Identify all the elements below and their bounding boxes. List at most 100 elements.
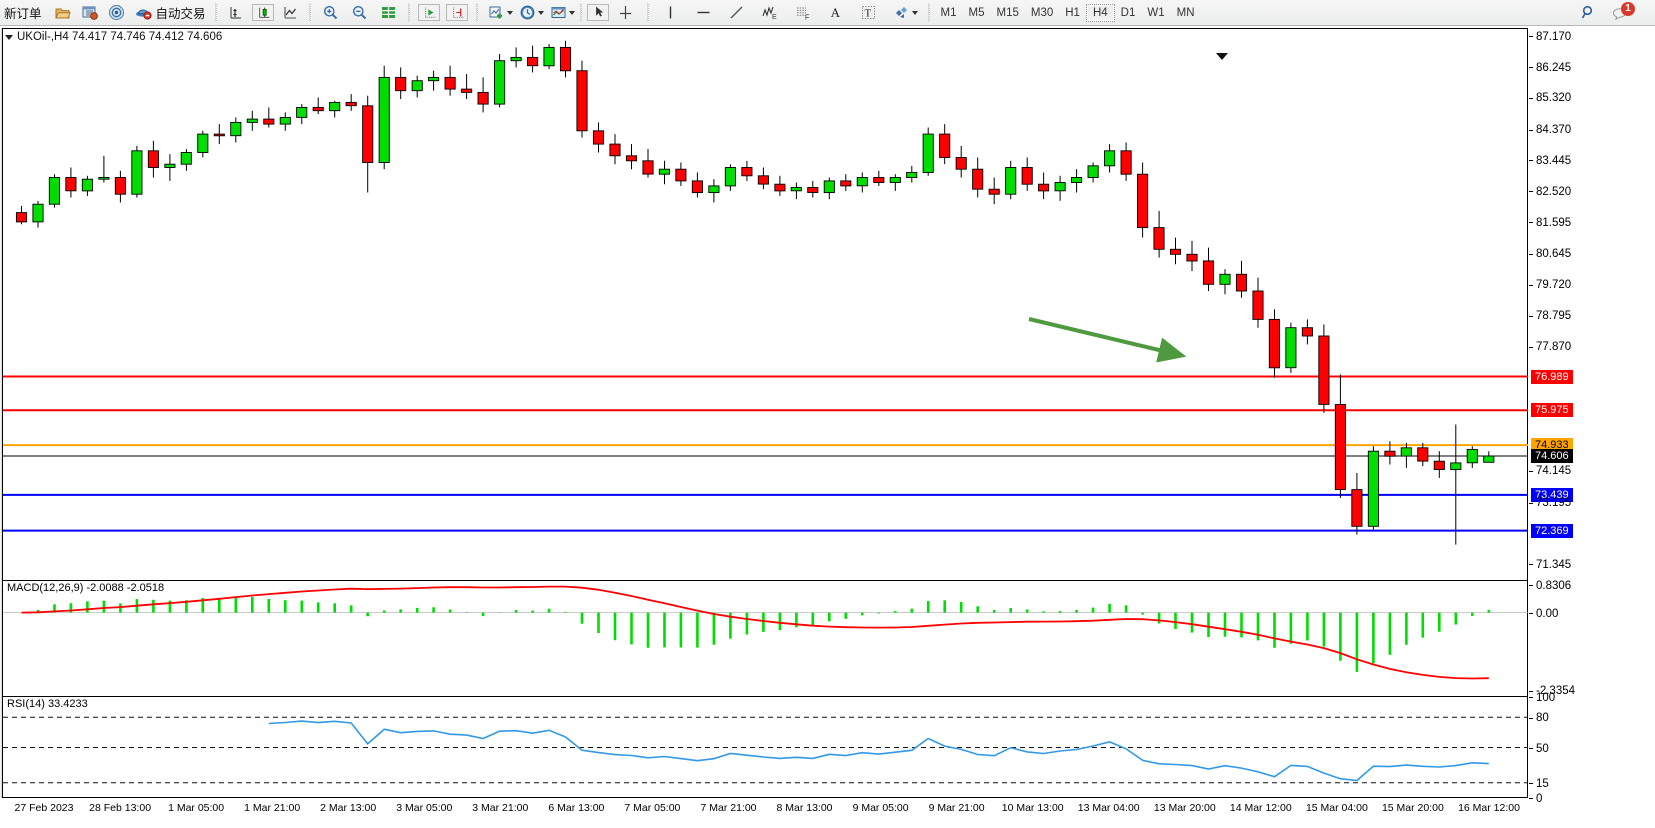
timeframe-m5[interactable]: M5 [968, 6, 985, 19]
fibonacci-icon[interactable]: F [794, 4, 811, 21]
folder-icon[interactable] [54, 4, 71, 21]
templates-icon[interactable] [550, 4, 567, 21]
price-level-label-current-price[interactable]: 74.606 [1531, 449, 1573, 463]
time-axis-tick: 2 Mar 13:00 [320, 802, 377, 814]
rsi-axis-tick: 50 [1529, 743, 1549, 755]
time-axis-tick: 13 Mar 04:00 [1077, 802, 1140, 814]
svg-text:E: E [772, 14, 777, 21]
shift-chart-right-icon[interactable] [417, 4, 440, 21]
price-axis-tick: 85.320 [1529, 92, 1571, 104]
period-clock-icon[interactable] [519, 4, 536, 21]
candlestick-series [3, 40, 1528, 545]
price-axis-tick: 73.195 [1529, 497, 1571, 509]
timeframe-h4[interactable]: H4 [1085, 3, 1115, 22]
trend-line-icon[interactable] [728, 4, 745, 21]
price-level-label-pivot[interactable]: 74.933 [1531, 438, 1573, 453]
time-axis[interactable]: 27 Feb 2023 28 Feb 13:00 1 Mar 05:00 1 Mar … [2, 800, 1528, 818]
price-axis-tick: 87.170 [1529, 31, 1571, 43]
price-axis-tick: 83.445 [1529, 155, 1571, 167]
price-level-label-resistance[interactable]: 76.989 [1531, 369, 1573, 384]
time-axis-tick: 15 Mar 04:00 [1305, 802, 1368, 814]
rsi-pane[interactable]: RSI(14) 33.4233 [3, 696, 1528, 798]
price-axis-tick: 81.595 [1529, 217, 1571, 229]
timeframe-h1[interactable]: H1 [1065, 6, 1080, 19]
timeframe-m30[interactable]: M30 [1030, 6, 1054, 19]
zoom-out-icon[interactable] [351, 4, 368, 21]
search-icon[interactable] [1580, 4, 1597, 21]
timeframe-m15[interactable]: M15 [996, 6, 1019, 19]
new-order-button[interactable]: 新订单 [0, 1, 46, 25]
crosshair-icon[interactable] [617, 4, 634, 21]
toolbar-separator-7 [927, 3, 930, 22]
autotrade-hat-icon[interactable] [135, 4, 152, 21]
time-axis-tick: 15 Mar 20:00 [1381, 802, 1444, 814]
time-axis-tick: 1 Mar 05:00 [168, 802, 225, 814]
price-axis-tick: 79.720 [1529, 279, 1571, 291]
autotrade-button[interactable]: 自动交易 [152, 1, 210, 25]
vertical-line-icon[interactable] [662, 4, 679, 21]
price-axis-tick: 78.795 [1529, 310, 1571, 322]
chart-symbol-label: UKOil-,H4 74.417 74.746 74.412 74.606 [17, 31, 223, 43]
chart-menu-triangle-icon[interactable] [5, 34, 13, 40]
text-label-tool-icon[interactable]: T [860, 4, 877, 21]
toolbar-separator-6 [646, 3, 649, 22]
toolbar-separator-5 [579, 3, 582, 22]
rsi-series [3, 716, 1528, 784]
chart-area[interactable]: UKOil-,H4 74.417 74.746 74.412 74.606 MA… [0, 26, 1655, 828]
time-axis-tick: 3 Mar 05:00 [396, 802, 453, 814]
rsi-axis-tick: 0 [1529, 793, 1542, 805]
price-axis-tick: 82.520 [1529, 186, 1571, 198]
elliott-wave-icon[interactable]: E [761, 4, 778, 21]
price-axis[interactable]: 87.170 86.245 85.320 84.370 83.445 82.520 81.5… [1529, 28, 1653, 805]
new-order-label: 新订单 [4, 7, 42, 21]
time-axis-tick: 16 Mar 12:00 [1458, 802, 1520, 814]
price-axis-tick: 84.370 [1529, 124, 1571, 136]
cursor-arrow-icon[interactable] [586, 4, 609, 21]
timeframe-w1[interactable]: W1 [1147, 6, 1165, 19]
signal-broadcast-icon[interactable] [108, 4, 125, 21]
time-axis-tick: 8 Mar 13:00 [776, 802, 833, 814]
svg-text:A: A [830, 5, 840, 20]
time-axis-tick: 9 Mar 21:00 [928, 802, 985, 814]
auto-scroll-icon[interactable] [445, 4, 468, 21]
autotrade-label: 自动交易 [155, 7, 206, 21]
rsi-axis-tick: 80 [1529, 712, 1549, 724]
text-tool-icon[interactable]: A [827, 4, 844, 21]
price-pane[interactable] [3, 29, 1528, 578]
price-axis-tick: 74.145 [1529, 465, 1571, 477]
notification-badge: 1 [1621, 2, 1635, 16]
price-level-label-resistance[interactable]: 75.975 [1531, 403, 1573, 418]
line-chart-icon[interactable] [282, 4, 299, 21]
timeframe-m1[interactable]: M1 [940, 6, 957, 19]
templates-caret-icon[interactable] [568, 10, 575, 15]
timeframe-d1[interactable]: D1 [1120, 6, 1136, 19]
period-caret-icon[interactable] [537, 10, 544, 15]
price-axis-tick: 71.345 [1529, 559, 1571, 571]
horizontal-line-icon[interactable] [695, 4, 712, 21]
price-level-label-support[interactable]: 72.369 [1531, 523, 1573, 538]
toolbar-separator-2 [308, 3, 311, 22]
chart-symbol-header: UKOil-,H4 74.417 74.746 74.412 74.606 [5, 31, 223, 43]
candlestick-chart-icon[interactable] [251, 4, 274, 21]
time-axis-tick: 7 Mar 21:00 [700, 802, 757, 814]
price-axis-tick: 77.870 [1529, 341, 1571, 353]
macd-pane[interactable]: MACD(12,26,9) -2.0088 -2.0518 [3, 580, 1528, 694]
time-axis-tick: 10 Mar 13:00 [1001, 802, 1064, 814]
shapes-caret-icon[interactable] [911, 10, 918, 15]
macd-axis-tick: 0.8306 [1529, 580, 1571, 592]
zoom-in-icon[interactable] [322, 4, 339, 21]
terminal-window-icon[interactable] [81, 4, 98, 21]
svg-text:T: T [864, 8, 871, 20]
timeframe-mn[interactable]: MN [1176, 6, 1195, 19]
chart-plot-border [2, 28, 1528, 798]
add-indicator-icon[interactable] [488, 4, 505, 21]
add-indicator-caret-icon[interactable] [506, 10, 513, 15]
time-axis-tick: 14 Mar 12:00 [1229, 802, 1292, 814]
price-level-label-support[interactable]: 73.439 [1531, 487, 1573, 502]
notifications-icon[interactable]: 1 [1611, 2, 1635, 21]
time-axis-tick: 3 Mar 21:00 [472, 802, 529, 814]
shapes-arrows-icon[interactable] [893, 4, 910, 21]
price-axis-tick: 80.645 [1529, 248, 1571, 260]
data-window-icon[interactable] [380, 4, 397, 21]
bar-chart-icon[interactable] [227, 4, 244, 21]
